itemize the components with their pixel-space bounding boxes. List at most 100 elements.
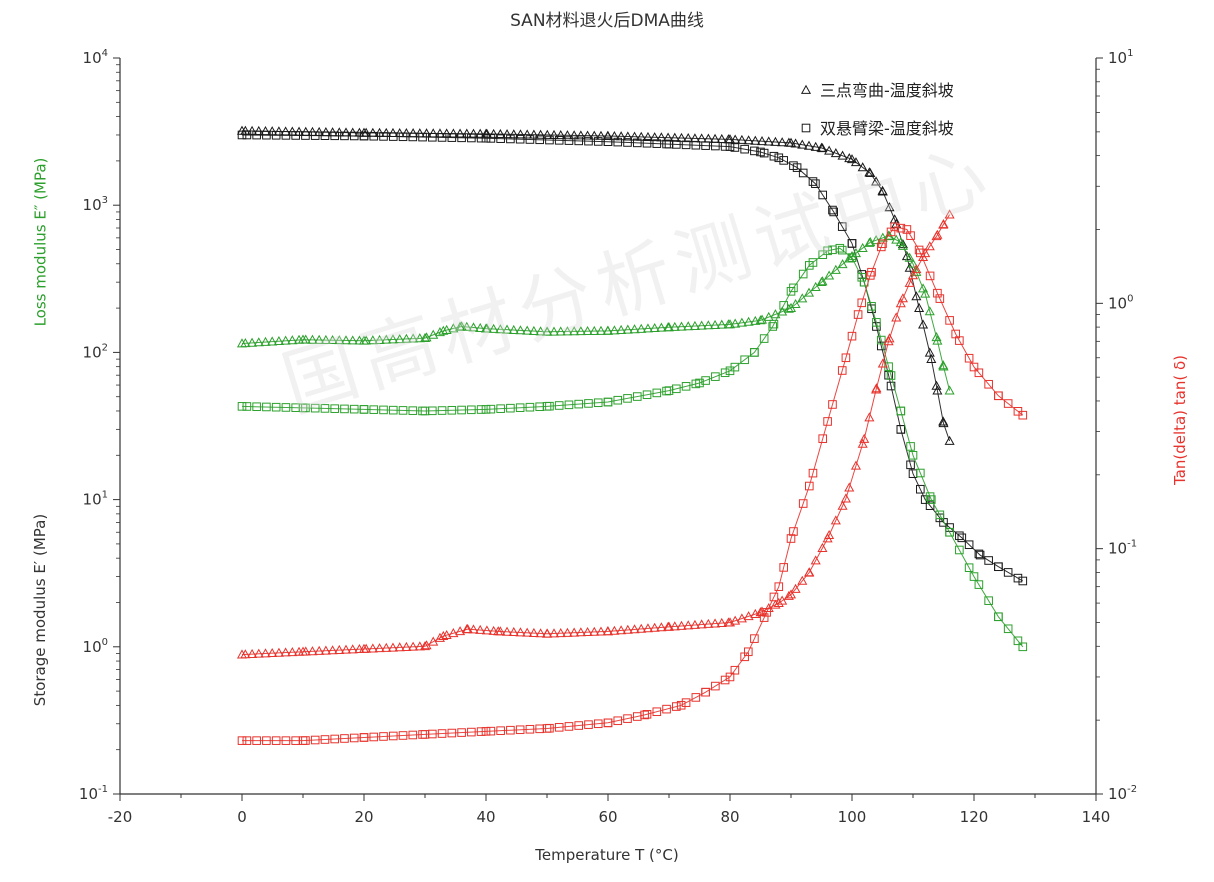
series-marker xyxy=(897,293,908,303)
x-tick-label: 100 xyxy=(838,808,867,826)
series-marker xyxy=(750,608,761,618)
series-marker xyxy=(886,381,896,391)
series-marker xyxy=(398,731,408,740)
series-marker xyxy=(938,360,949,370)
series-marker xyxy=(916,468,925,478)
series-marker xyxy=(522,627,533,637)
series-marker xyxy=(515,627,526,637)
series-marker xyxy=(844,482,855,492)
series-marker xyxy=(481,323,492,333)
series-marker xyxy=(730,134,741,144)
series-marker xyxy=(515,325,526,335)
series-marker xyxy=(542,129,553,139)
series-marker xyxy=(904,252,915,262)
series-marker xyxy=(252,402,261,412)
series-marker xyxy=(455,128,466,138)
series-marker xyxy=(582,626,593,637)
data-point xyxy=(786,534,796,543)
series-marker xyxy=(535,135,544,145)
series-marker xyxy=(703,618,714,628)
series-marker xyxy=(468,624,479,634)
series-marker xyxy=(669,132,680,142)
series-marker xyxy=(548,129,560,139)
series-marker xyxy=(340,131,349,141)
series-marker xyxy=(884,202,895,212)
series-marker xyxy=(320,131,330,140)
series-marker xyxy=(938,219,949,229)
series-marker xyxy=(428,132,437,142)
x-tick-label: 20 xyxy=(354,808,373,826)
series-marker xyxy=(689,619,700,629)
series-tan_delta-square xyxy=(237,222,1028,745)
series-marker xyxy=(613,137,623,147)
series-marker xyxy=(562,326,573,336)
data-point xyxy=(944,435,955,445)
data-point xyxy=(878,239,887,249)
series-marker xyxy=(945,527,954,537)
series-marker xyxy=(629,131,640,141)
series-marker xyxy=(564,400,574,410)
series-marker xyxy=(931,331,942,342)
series-marker xyxy=(428,729,437,739)
data-point xyxy=(927,495,936,504)
series-marker xyxy=(783,303,794,313)
series-marker xyxy=(736,613,747,623)
series-marker xyxy=(379,405,388,415)
series-marker xyxy=(770,136,781,146)
series-marker xyxy=(730,615,741,625)
series-marker xyxy=(554,723,564,732)
series-marker xyxy=(964,540,974,550)
series-marker xyxy=(857,242,868,252)
series-marker xyxy=(622,324,633,334)
series-marker xyxy=(876,341,886,351)
series-marker xyxy=(247,337,258,347)
series-marker xyxy=(293,646,305,656)
series-marker xyxy=(310,131,320,140)
series-marker xyxy=(589,325,600,335)
series-loss-triangle xyxy=(236,230,955,395)
series-marker xyxy=(871,234,882,245)
series-marker xyxy=(891,312,902,322)
series-marker xyxy=(818,250,828,259)
data-point xyxy=(914,302,925,312)
series-marker xyxy=(281,131,291,140)
series-marker xyxy=(506,134,515,144)
series-marker xyxy=(779,156,788,165)
series-marker xyxy=(691,140,701,150)
series-marker xyxy=(730,362,740,372)
series-marker xyxy=(320,404,330,413)
data-point xyxy=(829,207,839,217)
series-marker xyxy=(817,276,828,286)
series-marker xyxy=(240,338,251,348)
series-marker xyxy=(287,647,298,657)
series-marker xyxy=(837,500,848,510)
series-marker xyxy=(803,140,815,150)
series-marker xyxy=(314,334,325,344)
y-axis-label-tan-delta: Tan(delta) tan( δ) xyxy=(1171,354,1190,486)
series-marker xyxy=(955,336,964,345)
series-marker xyxy=(603,397,613,407)
series-marker xyxy=(613,716,623,726)
series-marker xyxy=(361,643,372,653)
series-marker xyxy=(584,136,593,146)
series-marker xyxy=(388,132,398,141)
series-marker xyxy=(414,641,425,651)
series-marker xyxy=(711,372,720,381)
data-point xyxy=(907,258,919,268)
series-marker xyxy=(824,529,835,540)
series-marker xyxy=(593,137,603,146)
series-marker xyxy=(574,136,584,146)
series-marker xyxy=(468,322,479,332)
series-marker xyxy=(347,335,358,345)
series-marker xyxy=(535,628,546,638)
series-marker xyxy=(271,130,281,140)
series-marker xyxy=(632,138,642,148)
series-marker xyxy=(569,326,580,336)
series-marker xyxy=(886,227,896,237)
series-marker xyxy=(837,259,848,269)
series-marker xyxy=(864,237,875,247)
series-marker xyxy=(730,665,740,675)
series-marker xyxy=(408,132,418,142)
series-marker xyxy=(369,732,379,742)
series-marker xyxy=(434,326,445,337)
